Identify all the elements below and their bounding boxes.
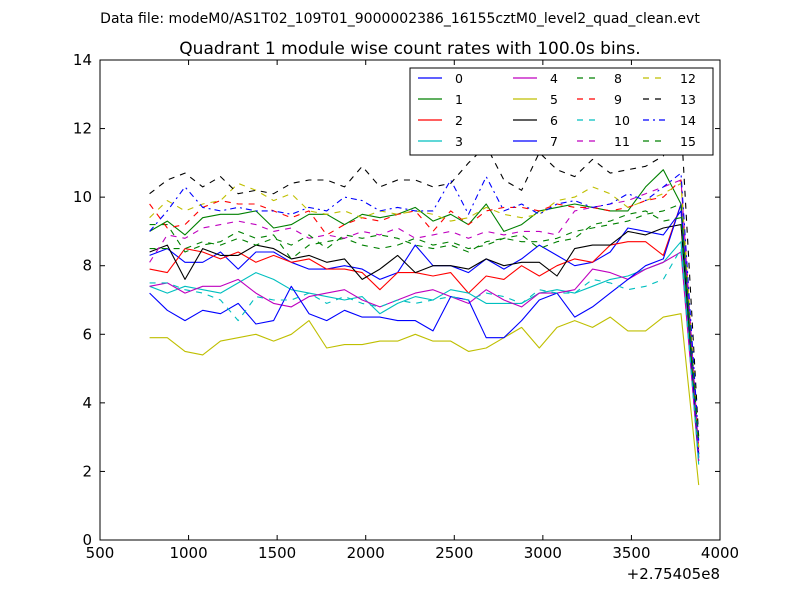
- legend-label-10: 10: [614, 113, 630, 128]
- series-line-10: [149, 248, 700, 462]
- legend-label-5: 5: [550, 92, 558, 107]
- y-tick-label: 14: [73, 51, 92, 69]
- legend-label-3: 3: [455, 134, 463, 149]
- y-tick-label: 0: [82, 531, 92, 549]
- legend-label-2: 2: [455, 113, 463, 128]
- series-line-5: [149, 313, 700, 486]
- y-tick-label: 12: [73, 120, 92, 138]
- x-tick-label: 3000: [524, 544, 562, 562]
- legend-label-6: 6: [550, 113, 558, 128]
- series-line-7: [149, 203, 700, 458]
- legend-label-0: 0: [455, 71, 463, 86]
- chart-title: Quadrant 1 module wise count rates with …: [179, 39, 640, 59]
- x-tick-label: 1000: [169, 544, 207, 562]
- series-layer: [149, 121, 700, 486]
- legend-label-15: 15: [680, 134, 696, 149]
- plot-frame: [99, 59, 721, 541]
- y-tick-label: 2: [82, 462, 92, 480]
- x-tick-label: 2500: [435, 544, 473, 562]
- legend-frame: [409, 67, 714, 156]
- legend-label-9: 9: [614, 92, 622, 107]
- x-tick-label: 2000: [347, 544, 385, 562]
- x-tick-label: 3500: [612, 544, 650, 562]
- y-tick-label: 6: [82, 325, 92, 343]
- y-tick-label: 10: [73, 188, 92, 206]
- series-line-0: [149, 210, 700, 462]
- x-tick-label: 4000: [701, 544, 739, 562]
- y-tick-label: 4: [82, 394, 92, 412]
- legend-label-7: 7: [550, 134, 558, 149]
- series-line-9: [149, 179, 700, 448]
- legend-label-11: 11: [614, 134, 630, 149]
- legend-label-12: 12: [680, 71, 696, 86]
- series-line-8: [149, 210, 700, 451]
- series-line-6: [149, 224, 700, 455]
- y-tick-label: 8: [82, 257, 92, 275]
- series-line-13: [149, 121, 700, 438]
- series-line-4: [149, 251, 700, 462]
- series-line-12: [149, 182, 700, 448]
- legend-label-1: 1: [455, 92, 463, 107]
- x-tick-label: 500: [86, 544, 115, 562]
- tick-layer: 500 1000 1500 2000 2500 3000 3500 4000024681012…: [73, 51, 739, 562]
- x-offset-label: +2.75405e8: [627, 565, 720, 583]
- suptitle: Data file: modeM0/AS1T02_109T01_90000023…: [100, 11, 700, 27]
- x-tick-label: 1500: [258, 544, 296, 562]
- legend-label-4: 4: [550, 71, 558, 86]
- legend-label-13: 13: [680, 92, 696, 107]
- legend-label-14: 14: [680, 113, 696, 128]
- legend-label-8: 8: [614, 71, 622, 86]
- series-line-14: [149, 172, 700, 441]
